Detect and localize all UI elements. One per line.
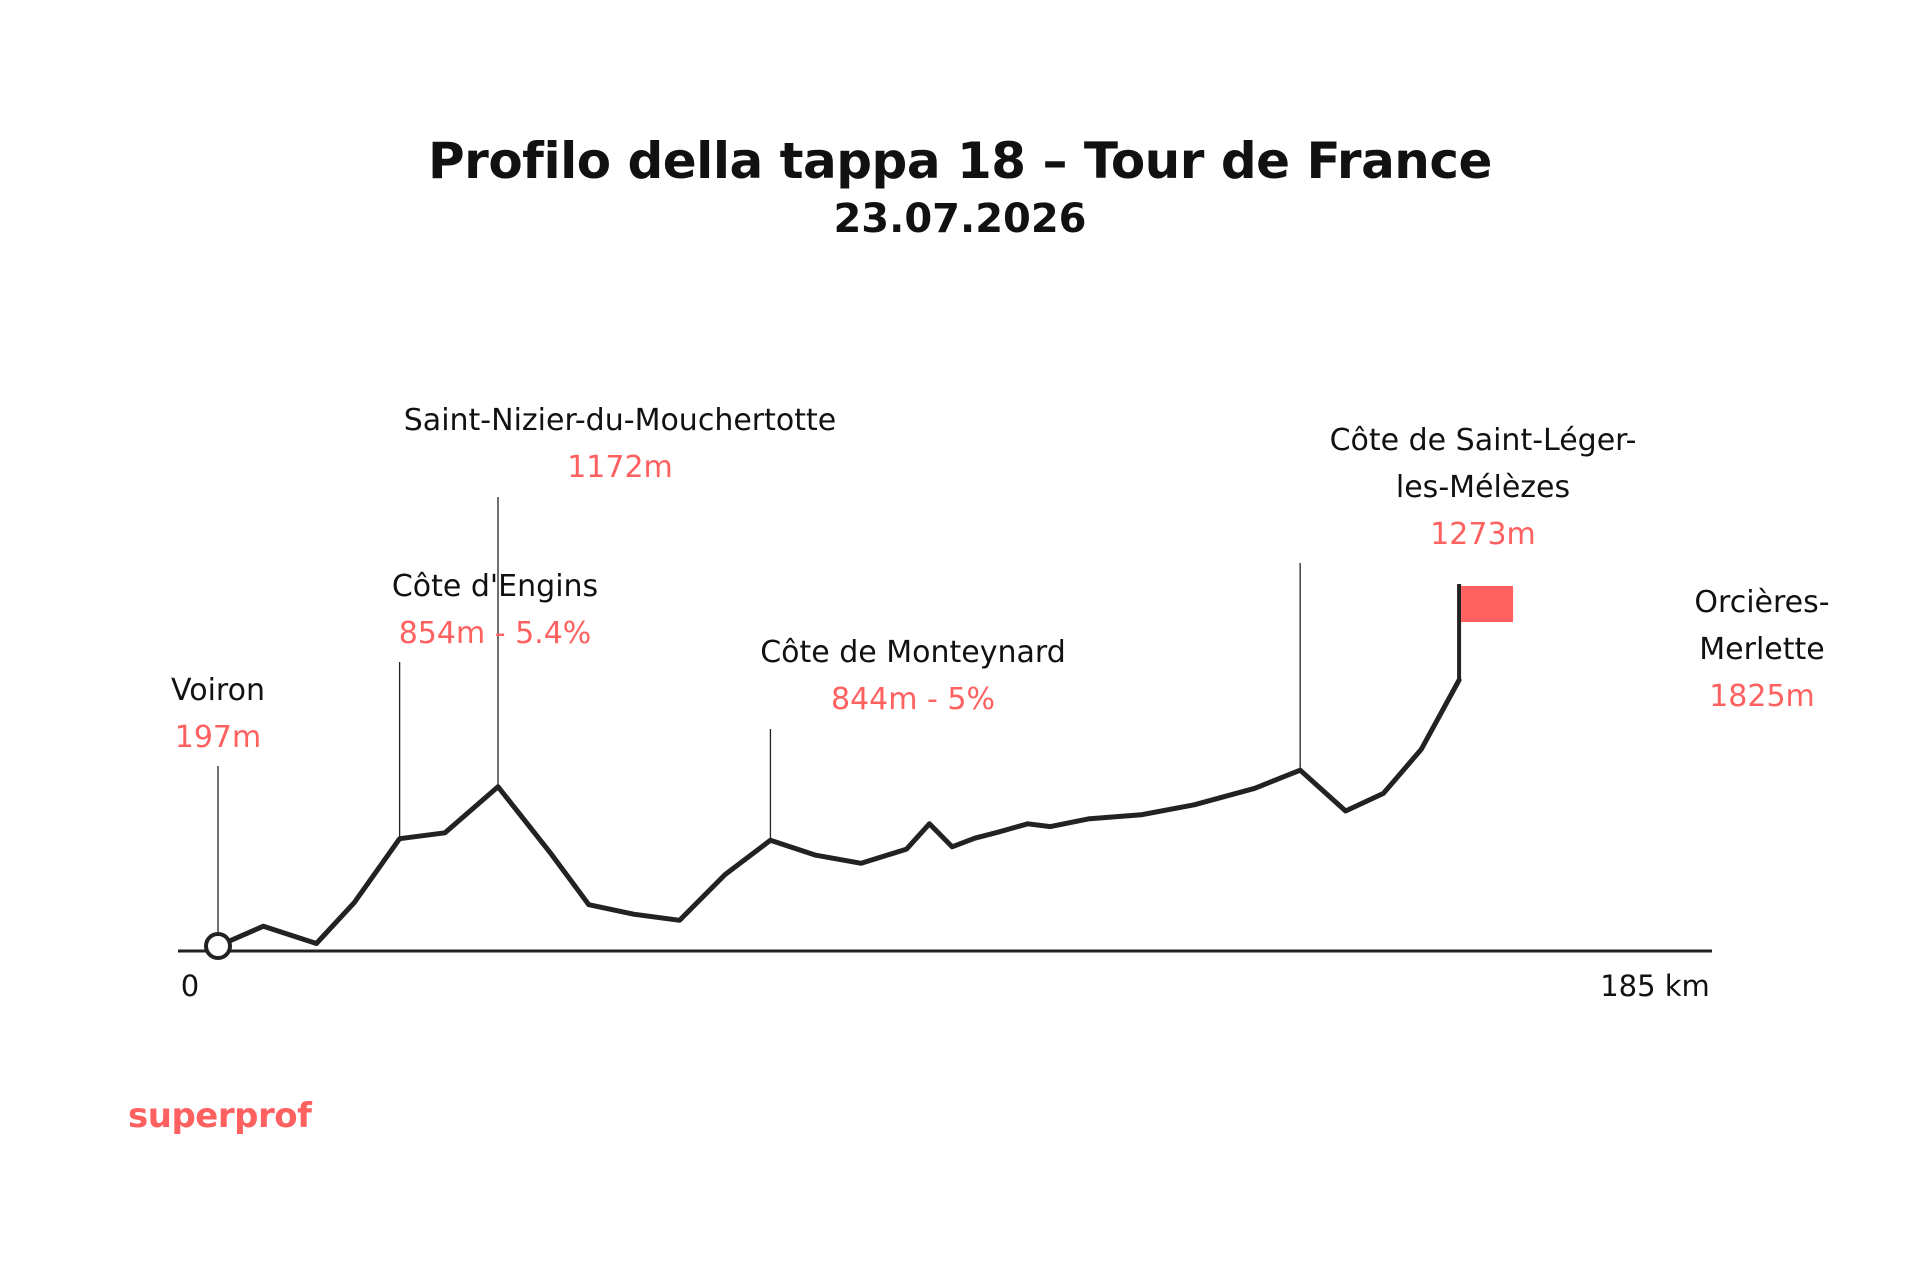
- x-tick-label-start: 0: [181, 969, 199, 1003]
- chart-title: Profilo della tappa 18 – Tour de France: [428, 132, 1492, 190]
- annotation-place-label: Merlette: [1699, 632, 1824, 667]
- annotation-place-label: Orcières-: [1694, 585, 1829, 620]
- annotation-elevation-value: 1273m: [1430, 517, 1536, 552]
- annotation-place-label: Voiron: [171, 673, 265, 708]
- annotation-elevation-value: 854m - 5.4%: [399, 616, 592, 651]
- finish-flag-icon: [1461, 586, 1514, 622]
- x-tick-label-end: 185 km: [1600, 969, 1710, 1003]
- chart-subtitle: 23.07.2026: [833, 196, 1087, 242]
- annotation-leader-lines: [217, 497, 1301, 946]
- annotation-place-label: Côte d'Engins: [392, 569, 598, 604]
- annotation-elevation-value: 844m - 5%: [831, 682, 995, 717]
- annotation-elevation-value: 1172m: [567, 450, 673, 485]
- elevation-profile-line: [215, 677, 1462, 949]
- annotation-place-label: Côte de Saint-Léger-: [1330, 423, 1637, 458]
- annotation-labels: Voiron 197m Côte d'Engins 854m - 5.4% Saint-…: [171, 403, 1830, 755]
- superprof-logo: superprof: [128, 1096, 312, 1136]
- start-marker: [204, 932, 232, 960]
- annotation-elevation-value: 197m: [175, 720, 261, 755]
- annotation-elevation-value: 1825m: [1709, 679, 1815, 714]
- annotation-place-label: les-Mélèzes: [1396, 470, 1570, 505]
- annotation-place-label: Saint-Nizier-du-Mouchertotte: [404, 403, 836, 438]
- annotation-place-label: Côte de Monteynard: [760, 635, 1066, 670]
